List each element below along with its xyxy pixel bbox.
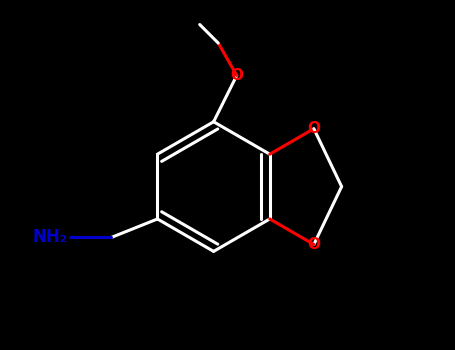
Text: O: O	[230, 68, 243, 83]
Text: O: O	[307, 121, 320, 136]
Text: NH₂: NH₂	[32, 229, 67, 246]
Text: O: O	[307, 237, 320, 252]
